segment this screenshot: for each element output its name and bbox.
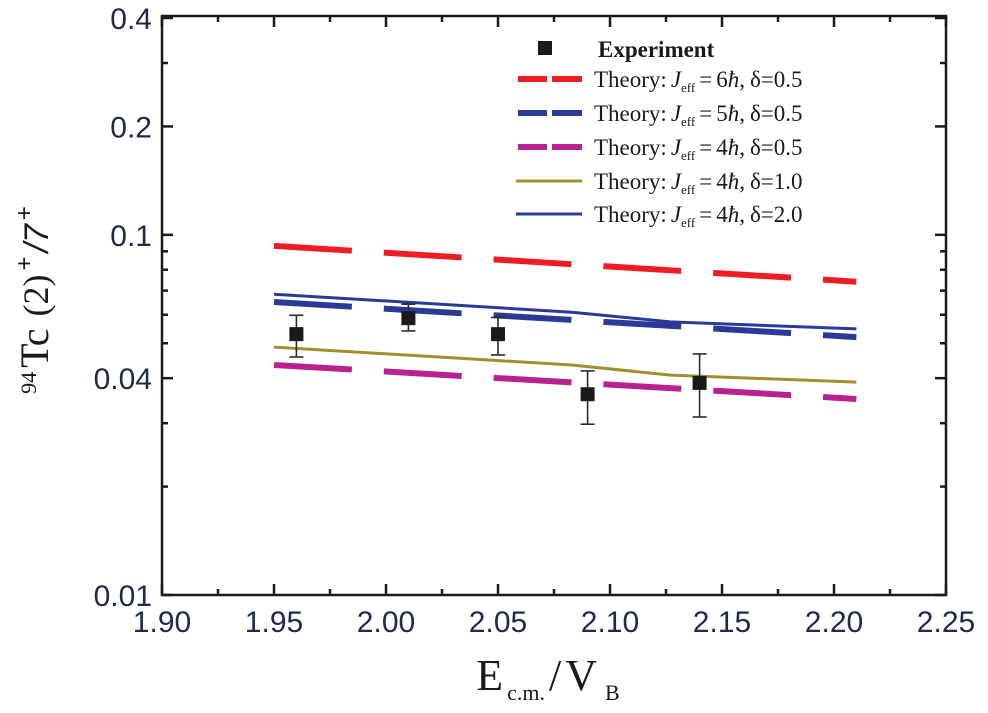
legend-comma: , bbox=[739, 135, 745, 160]
experiment-point bbox=[289, 327, 304, 342]
legend-j: J bbox=[671, 169, 683, 194]
legend-label-3: Theory: Jeff = 4ħ, δ=0.5 bbox=[594, 135, 803, 163]
y-tick-label: 0.4 bbox=[110, 3, 152, 36]
y-label-plus2: + bbox=[11, 206, 38, 220]
x-axis-ticks: 1.90 1.95 2.00 2.05 2.10 2.15 2.20 2.25 bbox=[133, 16, 975, 639]
legend-comma: , bbox=[739, 169, 745, 194]
legend-eq: = bbox=[699, 135, 712, 160]
legend-prefix: Theory: bbox=[594, 202, 667, 227]
x-label-sub1: c.m. bbox=[507, 680, 545, 705]
legend-delta: δ=0.5 bbox=[750, 135, 803, 160]
legend-prefix: Theory: bbox=[594, 101, 667, 126]
x-label-slash: / bbox=[549, 651, 562, 700]
y-axis-ticks: 0.4 0.2 0.1 0.04 0.01 bbox=[94, 3, 946, 613]
legend-jsub: eff bbox=[681, 182, 696, 197]
x-tick-label: 2.10 bbox=[581, 606, 639, 639]
theory-curve-4 bbox=[273, 345, 857, 384]
legend-hbar: ħ bbox=[728, 169, 740, 194]
legend-label-2: Theory: Jeff = 5ħ, δ=0.5 bbox=[594, 101, 803, 129]
legend-comma: , bbox=[739, 202, 745, 227]
legend-j: J bbox=[671, 67, 683, 92]
legend-jval: 5 bbox=[716, 101, 728, 126]
legend-eq: = bbox=[699, 101, 712, 126]
y-label-mass: 94 bbox=[16, 372, 41, 394]
y-axis-label: 94 Tc (2) + /7 + bbox=[11, 206, 57, 394]
x-axis-label: E c.m. / V B bbox=[476, 651, 619, 705]
legend-hbar: ħ bbox=[728, 202, 740, 227]
legend-jsub: eff bbox=[681, 215, 696, 230]
legend-hbar: ħ bbox=[728, 101, 740, 126]
legend-hbar: ħ bbox=[728, 135, 740, 160]
legend-j: J bbox=[671, 135, 683, 160]
legend-prefix: Theory: bbox=[594, 67, 667, 92]
x-tick-label: 1.95 bbox=[245, 606, 303, 639]
y-tick-label: 0.01 bbox=[94, 580, 152, 613]
legend-jsub: eff bbox=[681, 114, 696, 129]
y-tick-label: 0.04 bbox=[94, 363, 152, 396]
legend-prefix: Theory: bbox=[594, 135, 667, 160]
y-tick-label: 0.2 bbox=[110, 111, 152, 144]
x-tick-label: 2.25 bbox=[917, 606, 975, 639]
legend-label-5: Theory: Jeff = 4ħ, δ=2.0 bbox=[594, 202, 803, 230]
svg-text:E c.m. / V: E c.m. / V B bbox=[476, 651, 619, 705]
theory-curve-5 bbox=[273, 292, 857, 331]
svg-text:94 Tc (2) +: 94 Tc (2) + /7 + bbox=[11, 206, 57, 394]
x-label-sub2: B bbox=[605, 680, 620, 705]
x-tick-label: 1.90 bbox=[133, 606, 191, 639]
x-tick-label: 2.15 bbox=[693, 606, 751, 639]
y-label-ratio: /7 bbox=[18, 223, 56, 254]
legend-comma: , bbox=[739, 67, 745, 92]
y-label-element: Tc bbox=[12, 328, 57, 367]
legend-jval: 4 bbox=[716, 135, 728, 160]
legend-prefix: Theory: bbox=[594, 169, 667, 194]
legend-delta: δ=0.5 bbox=[750, 101, 803, 126]
legend-eq: = bbox=[699, 202, 712, 227]
legend-j: J bbox=[671, 101, 683, 126]
legend-label-1: Theory: Jeff = 6ħ, δ=0.5 bbox=[594, 67, 803, 95]
legend-jval: 4 bbox=[716, 169, 728, 194]
legend-j: J bbox=[671, 202, 683, 227]
experiment-point bbox=[692, 375, 707, 390]
legend-jval: 6 bbox=[716, 67, 728, 92]
plot-border bbox=[160, 14, 948, 597]
legend-comma: , bbox=[739, 101, 745, 126]
legend-label-4: Theory: Jeff = 4ħ, δ=1.0 bbox=[594, 169, 803, 197]
legend-experiment-label: Experiment bbox=[598, 37, 715, 62]
y-label-plus1: + bbox=[11, 256, 38, 270]
legend-hbar: ħ bbox=[728, 67, 740, 92]
x-tick-label: 2.05 bbox=[469, 606, 527, 639]
x-label-main: E bbox=[476, 651, 503, 700]
experiment-point bbox=[491, 327, 505, 342]
plot-frame bbox=[160, 14, 948, 597]
legend-delta: δ=2.0 bbox=[750, 202, 803, 227]
x-tick-label: 2.00 bbox=[357, 606, 415, 639]
experiment-point bbox=[580, 387, 595, 402]
experiment-points bbox=[289, 303, 707, 426]
y-label-paren: (2) bbox=[16, 275, 56, 317]
theory-curve-2 bbox=[273, 299, 857, 341]
y-tick-label: 0.1 bbox=[110, 220, 152, 253]
legend-delta: δ=1.0 bbox=[750, 169, 803, 194]
legend-eq: = bbox=[699, 169, 712, 194]
experiment-point bbox=[401, 311, 416, 326]
legend-experiment-marker bbox=[538, 41, 552, 55]
x-label-main2: V bbox=[565, 651, 597, 700]
x-tick-label: 2.20 bbox=[805, 606, 863, 639]
legend-jval: 4 bbox=[716, 202, 728, 227]
theory-curve-3 bbox=[273, 362, 857, 402]
legend-jsub: eff bbox=[681, 148, 696, 163]
theory-curves bbox=[273, 242, 857, 402]
legend-eq: = bbox=[699, 67, 712, 92]
legend-jsub: eff bbox=[681, 80, 696, 95]
legend-delta: δ=0.5 bbox=[750, 67, 803, 92]
theory-curve-1 bbox=[273, 242, 857, 285]
